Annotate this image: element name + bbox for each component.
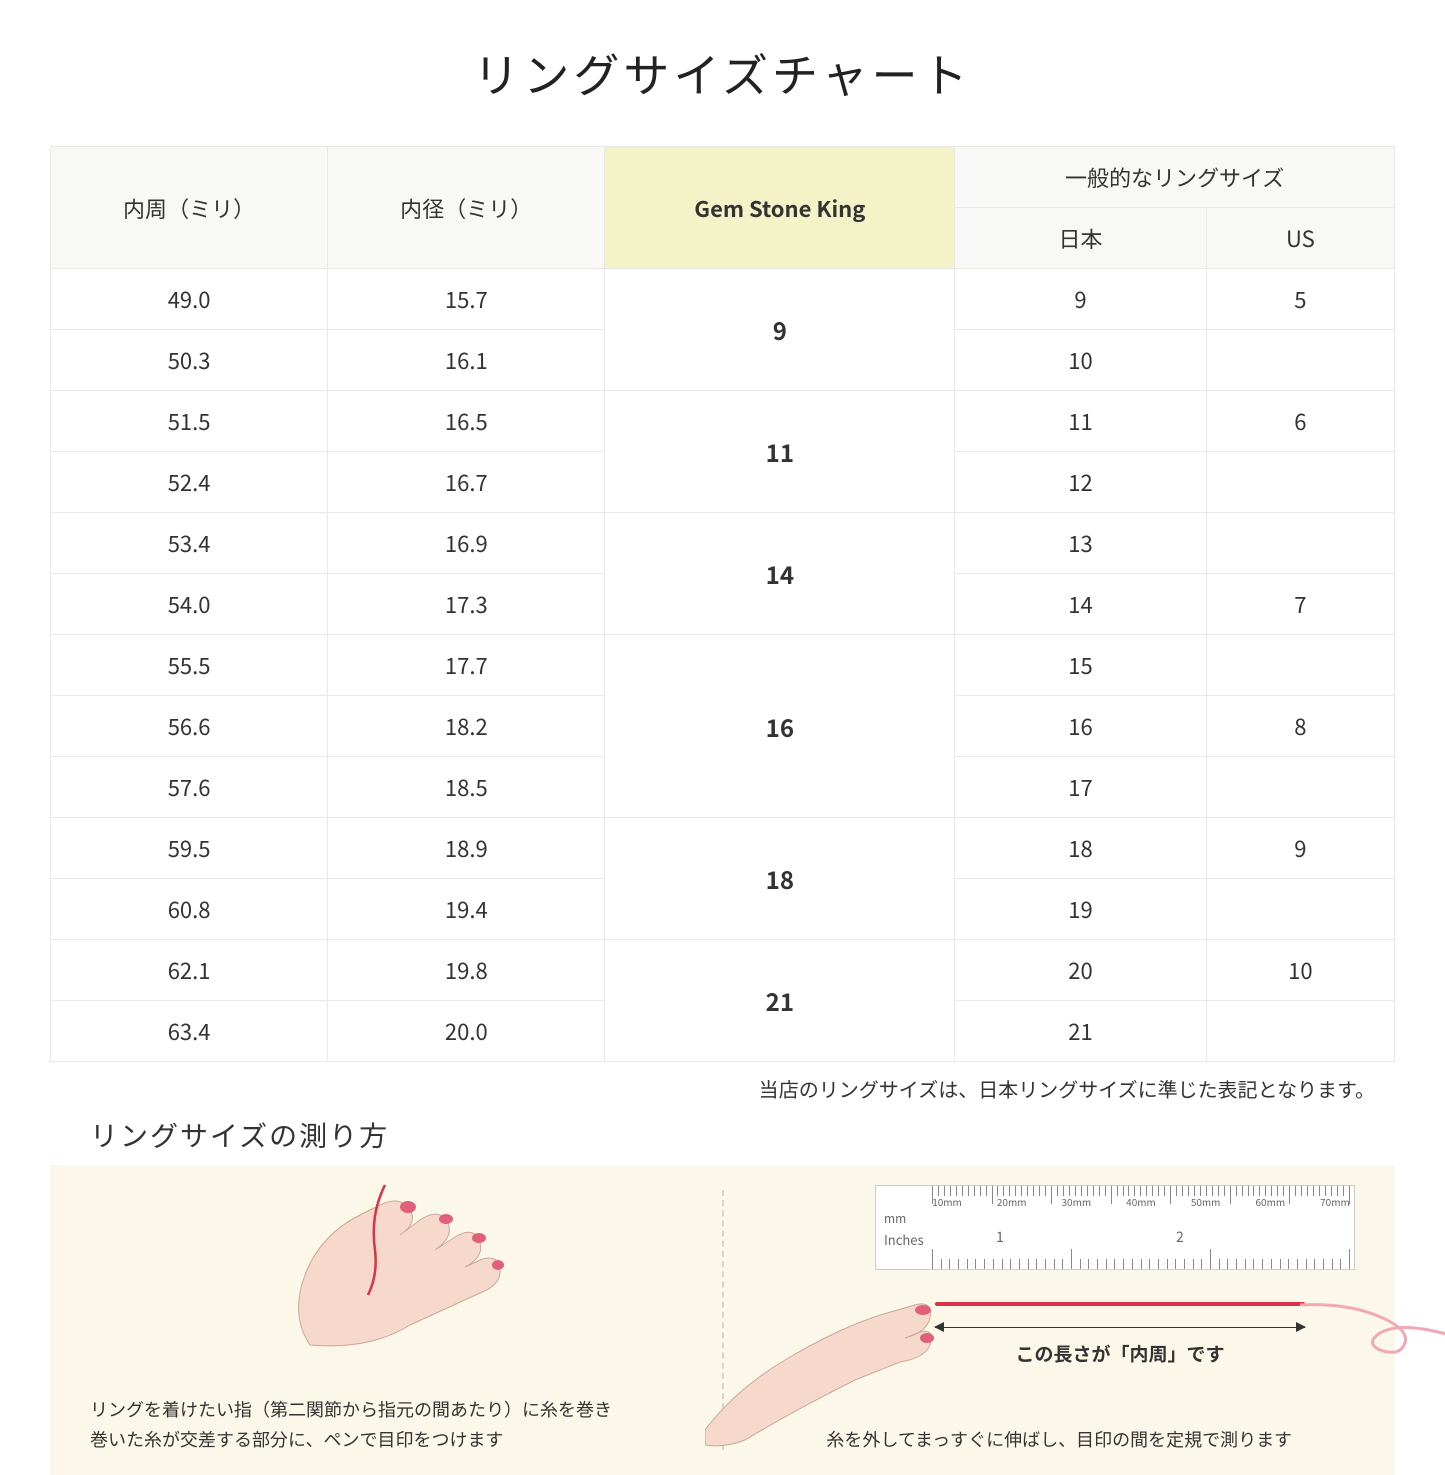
cell-us: 6 bbox=[1206, 391, 1394, 452]
cell-japan: 17 bbox=[955, 757, 1206, 818]
cell-circumference: 54.0 bbox=[51, 574, 328, 635]
cell-diameter: 19.8 bbox=[328, 940, 605, 1001]
cell-japan: 20 bbox=[955, 940, 1206, 1001]
nail bbox=[439, 1214, 453, 1224]
cell-japan: 16 bbox=[955, 696, 1206, 757]
panel-left-text: リングを着けたい指（第二関節から指元の間あたり）に糸を巻き巻いた糸が交差する部分… bbox=[90, 1394, 682, 1455]
panel-right-text: 糸を外してまっすぐに伸ばし、目印の間を定規で測ります bbox=[764, 1424, 1356, 1455]
size-chart-table: 内周（ミリ） 内径（ミリ） Gem Stone King 一般的なリングサイズ … bbox=[50, 146, 1395, 1062]
cell-us: 8 bbox=[1206, 696, 1394, 757]
cell-circumference: 56.6 bbox=[51, 696, 328, 757]
instructions-panel: リングを着けたい指（第二関節から指元の間あたり）に糸を巻き巻いた糸が交差する部分… bbox=[50, 1165, 1395, 1475]
cell-diameter: 16.5 bbox=[328, 391, 605, 452]
ruler-icon: mm Inches 10mm20mm30mm40mm50mm60mm70mm 1… bbox=[875, 1185, 1355, 1270]
th-circumference: 内周（ミリ） bbox=[51, 147, 328, 269]
cell-diameter: 18.5 bbox=[328, 757, 605, 818]
page-title: リングサイズチャート bbox=[50, 40, 1395, 106]
nail bbox=[915, 1305, 931, 1315]
cell-diameter: 20.0 bbox=[328, 1001, 605, 1062]
cell-us: 7 bbox=[1206, 574, 1394, 635]
thread-line bbox=[935, 1302, 1305, 1306]
cell-diameter: 17.7 bbox=[328, 635, 605, 696]
cell-japan: 10 bbox=[955, 330, 1206, 391]
cell-japan: 19 bbox=[955, 879, 1206, 940]
cell-japan: 9 bbox=[955, 269, 1206, 330]
cell-japan: 13 bbox=[955, 513, 1206, 574]
th-japan: 日本 bbox=[955, 208, 1206, 269]
cell-japan: 14 bbox=[955, 574, 1206, 635]
cell-us bbox=[1206, 330, 1394, 391]
ruler-inches-label: Inches bbox=[884, 1230, 924, 1249]
cell-us: 9 bbox=[1206, 818, 1394, 879]
table-row: 59.518.918189 bbox=[51, 818, 1395, 879]
cell-circumference: 57.6 bbox=[51, 757, 328, 818]
cell-diameter: 19.4 bbox=[328, 879, 605, 940]
cell-circumference: 60.8 bbox=[51, 879, 328, 940]
table-row: 51.516.511116 bbox=[51, 391, 1395, 452]
cell-us: 5 bbox=[1206, 269, 1394, 330]
table-row: 49.015.7995 bbox=[51, 269, 1395, 330]
cell-circumference: 51.5 bbox=[51, 391, 328, 452]
cell-diameter: 16.7 bbox=[328, 452, 605, 513]
ruler-group: mm Inches 10mm20mm30mm40mm50mm60mm70mm 1… bbox=[875, 1185, 1355, 1270]
measure-title: リングサイズの測り方 bbox=[90, 1115, 1395, 1155]
cell-japan: 21 bbox=[955, 1001, 1206, 1062]
th-us: US bbox=[1206, 208, 1394, 269]
cell-japan: 15 bbox=[955, 635, 1206, 696]
cell-diameter: 18.9 bbox=[328, 818, 605, 879]
cell-gsk: 14 bbox=[605, 513, 955, 635]
ruler-ticks-bottom bbox=[932, 1239, 1350, 1269]
cell-diameter: 16.9 bbox=[328, 513, 605, 574]
ruler-inch-2: 2 bbox=[1176, 1227, 1184, 1247]
cell-us bbox=[1206, 879, 1394, 940]
cell-diameter: 17.3 bbox=[328, 574, 605, 635]
hand-wrap-illustration bbox=[270, 1175, 530, 1365]
th-diameter: 内径（ミリ） bbox=[328, 147, 605, 269]
nail bbox=[920, 1333, 934, 1343]
cell-japan: 18 bbox=[955, 818, 1206, 879]
cell-circumference: 53.4 bbox=[51, 513, 328, 574]
cell-diameter: 18.2 bbox=[328, 696, 605, 757]
cell-gsk: 11 bbox=[605, 391, 955, 513]
nail bbox=[492, 1260, 504, 1270]
th-gsk: Gem Stone King bbox=[605, 147, 955, 269]
cell-circumference: 63.4 bbox=[51, 1001, 328, 1062]
cell-us bbox=[1206, 1001, 1394, 1062]
cell-us bbox=[1206, 635, 1394, 696]
nail bbox=[400, 1201, 416, 1213]
cell-us bbox=[1206, 513, 1394, 574]
dimension-arrow bbox=[935, 1327, 1305, 1328]
table-row: 62.119.8212010 bbox=[51, 940, 1395, 1001]
cell-gsk: 18 bbox=[605, 818, 955, 940]
cell-diameter: 15.7 bbox=[328, 269, 605, 330]
cell-circumference: 62.1 bbox=[51, 940, 328, 1001]
cell-japan: 11 bbox=[955, 391, 1206, 452]
nail bbox=[472, 1233, 486, 1243]
panel-left: リングを着けたい指（第二関節から指元の間あたり）に糸を巻き巻いた糸が交差する部分… bbox=[50, 1165, 722, 1475]
cell-japan: 12 bbox=[955, 452, 1206, 513]
panel-right: mm Inches 10mm20mm30mm40mm50mm60mm70mm 1… bbox=[724, 1165, 1396, 1475]
cell-circumference: 59.5 bbox=[51, 818, 328, 879]
cell-gsk: 16 bbox=[605, 635, 955, 818]
table-row: 53.416.91413 bbox=[51, 513, 1395, 574]
ruler-mm-label: mm bbox=[884, 1210, 906, 1227]
cell-gsk: 9 bbox=[605, 269, 955, 391]
cell-circumference: 55.5 bbox=[51, 635, 328, 696]
cell-diameter: 16.1 bbox=[328, 330, 605, 391]
cell-gsk: 21 bbox=[605, 940, 955, 1062]
arrow-caption: この長さが「内周」です bbox=[935, 1340, 1305, 1367]
ruler-inch-1: 1 bbox=[996, 1227, 1004, 1247]
cell-us bbox=[1206, 757, 1394, 818]
ruler-ticks-top bbox=[932, 1186, 1350, 1208]
thread-curl-icon bbox=[1300, 1285, 1445, 1365]
footnote: 当店のリングサイズは、日本リングサイズに準じた表記となります。 bbox=[50, 1074, 1395, 1103]
cell-us bbox=[1206, 452, 1394, 513]
cell-circumference: 49.0 bbox=[51, 269, 328, 330]
table-row: 55.517.71615 bbox=[51, 635, 1395, 696]
cell-circumference: 52.4 bbox=[51, 452, 328, 513]
cell-us: 10 bbox=[1206, 940, 1394, 1001]
cell-circumference: 50.3 bbox=[51, 330, 328, 391]
th-general: 一般的なリングサイズ bbox=[955, 147, 1395, 208]
